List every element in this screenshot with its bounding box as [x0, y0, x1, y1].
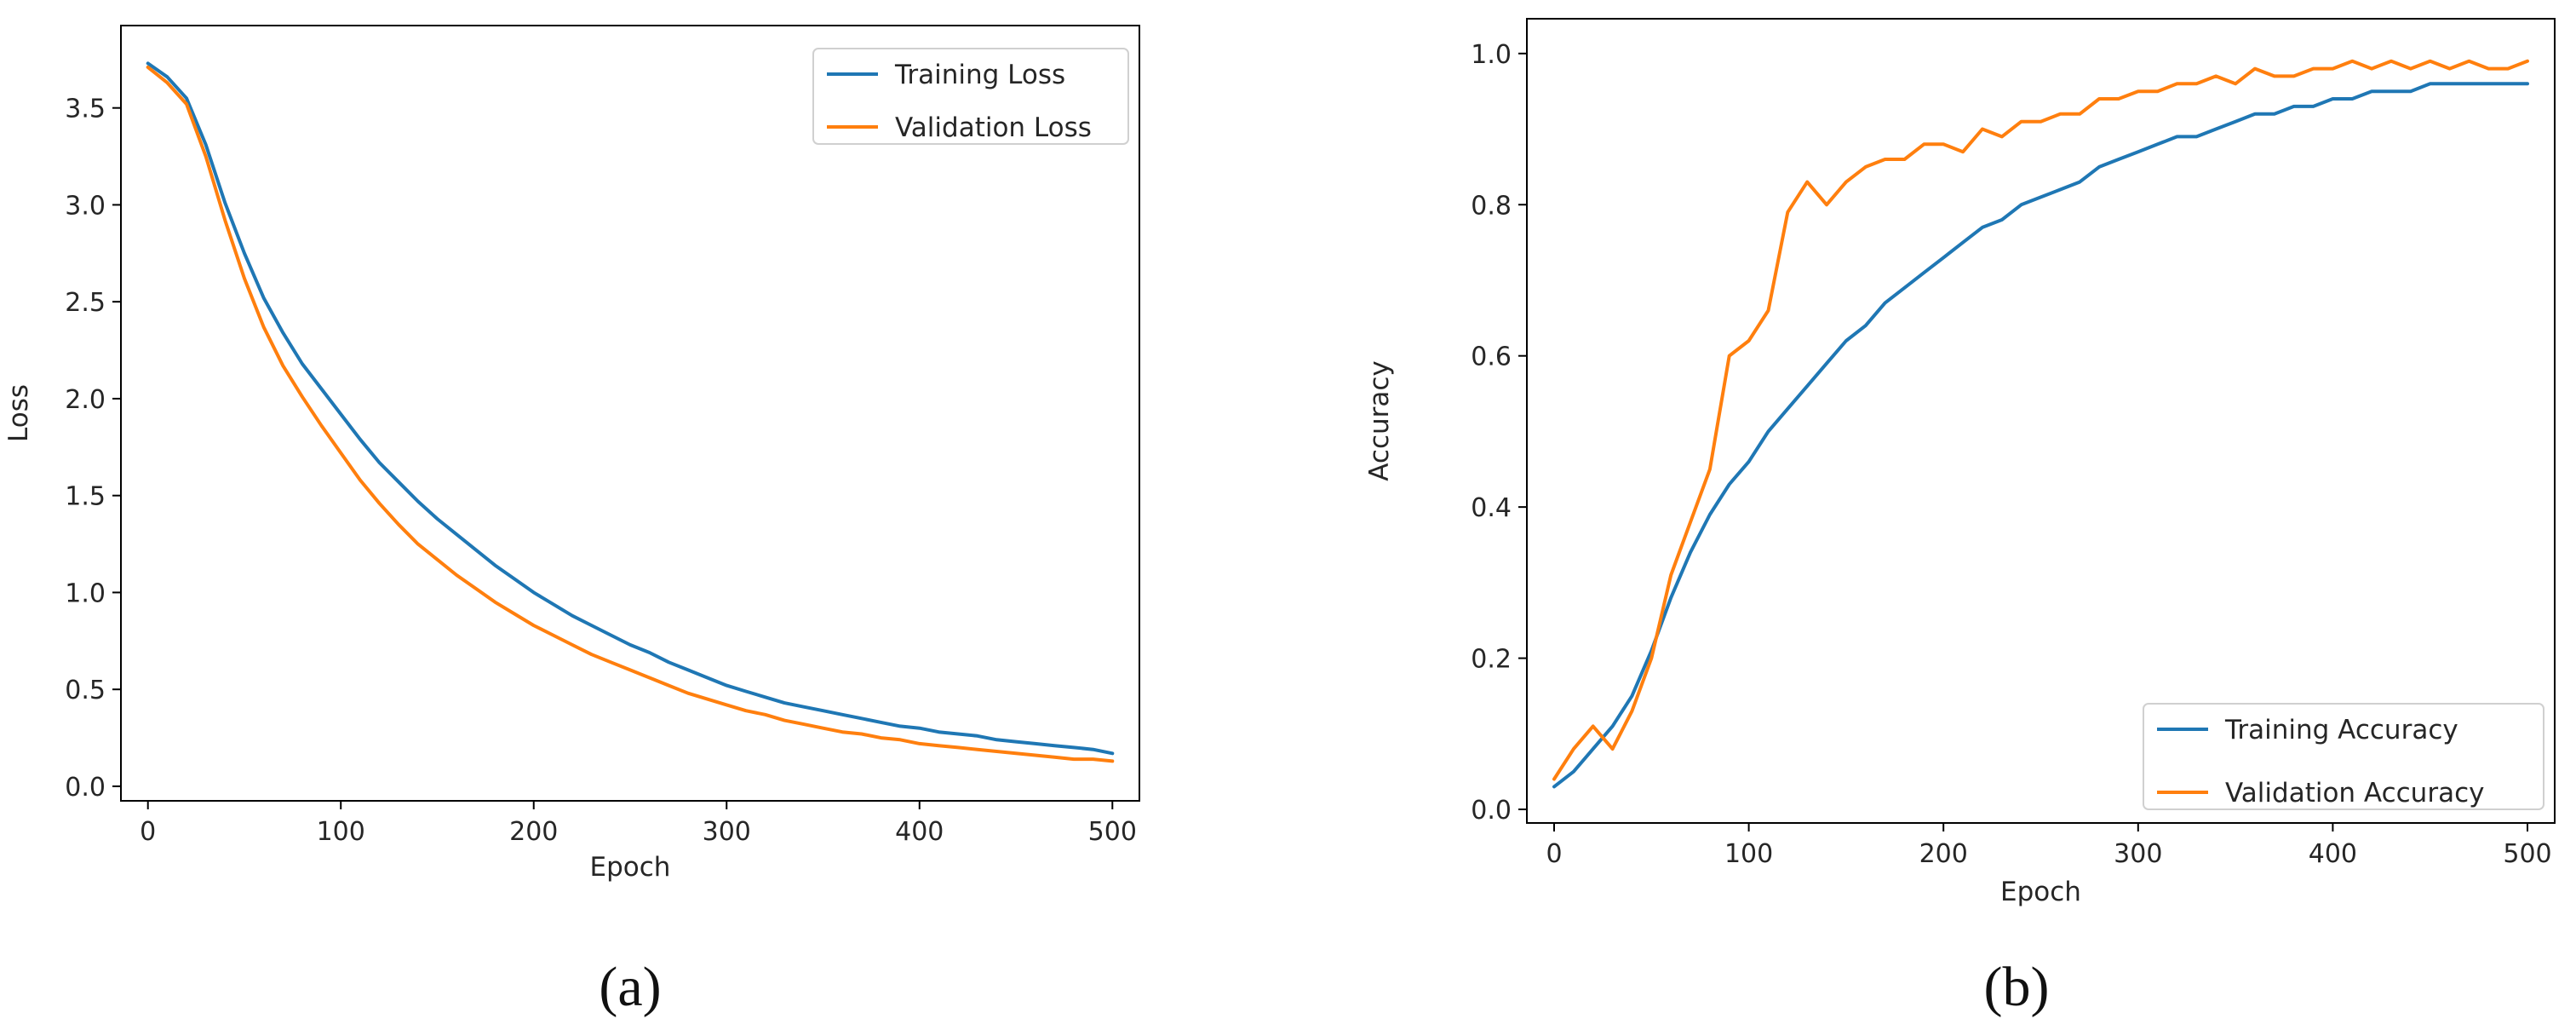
y-tick-label: 0.0 [65, 773, 106, 803]
legend-box [2143, 703, 2544, 810]
x-tick-label: 100 [1724, 839, 1773, 869]
y-tick-label: 0.2 [1471, 645, 1512, 675]
y-tick-label: 0.6 [1471, 342, 1512, 372]
y-tick-label: 2.0 [65, 385, 106, 415]
series-line-validation [146, 65, 1115, 763]
y-tick-label: 3.0 [65, 191, 106, 221]
legend-label: Validation Loss [895, 112, 1092, 143]
x-tick-label: 300 [2114, 839, 2162, 869]
plot-frame [120, 25, 1140, 802]
x-tick-label: 100 [317, 817, 365, 847]
x-tick-label: 0 [140, 817, 156, 847]
legend-label: Training Accuracy [2224, 715, 2458, 745]
panel-label: (a) [599, 956, 661, 1018]
x-axis-title: Epoch [2000, 877, 2081, 907]
y-tick-label: 1.0 [1471, 40, 1512, 70]
legend: Training Accuracy Validation Accuracy [2143, 703, 2544, 810]
x-tick-label: 300 [703, 817, 751, 847]
series-line-validation [1552, 59, 2529, 781]
y-tick-label: 1.5 [65, 482, 106, 512]
y-tick-label: 0.8 [1471, 191, 1512, 221]
accuracy-chart: 0 100 200 300 400 500 0.0 0.2 0.4 0.6 0.8 1.0 Epoch A… [1364, 18, 2556, 1018]
y-tick-label: 2.5 [65, 288, 106, 318]
legend-box [812, 48, 1129, 145]
legend-label: Training Loss [894, 60, 1065, 90]
y-tick-label: 0.4 [1471, 493, 1512, 523]
x-tick-label: 400 [895, 817, 944, 847]
x-tick-label: 400 [2309, 839, 2357, 869]
y-axis-title: Accuracy [1364, 360, 1395, 481]
x-tick-label: 200 [1919, 839, 1968, 869]
x-tick-label: 200 [509, 817, 558, 847]
x-tick-label: 500 [1088, 817, 1137, 847]
y-tick-label: 3.5 [65, 95, 106, 124]
y-tick-label: 1.0 [65, 578, 106, 608]
series-line-training [1552, 82, 2529, 789]
loss-chart: 0 100 200 300 400 500 0.0 0.5 1.0 1.5 2.0 2.5 3.0 3.5… [3, 25, 1140, 1018]
x-tick-label: 0 [1546, 839, 1562, 869]
x-axis-title: Epoch [590, 852, 671, 883]
series-line-training [146, 61, 1115, 756]
y-tick-label: 0.0 [1471, 796, 1512, 826]
y-axis-title: Loss [3, 384, 34, 442]
plot-frame [1526, 18, 2556, 824]
legend-label: Validation Accuracy [2225, 778, 2484, 808]
legend: Training Loss Validation Loss [812, 48, 1129, 145]
y-tick-label: 0.5 [65, 676, 106, 705]
x-tick-label: 500 [2503, 839, 2551, 869]
panel-label: (b) [1984, 956, 2050, 1018]
